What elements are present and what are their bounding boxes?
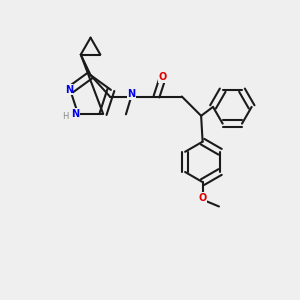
Text: N: N <box>127 89 135 99</box>
Text: N: N <box>71 109 79 119</box>
Text: O: O <box>199 193 207 202</box>
Text: N: N <box>65 85 73 95</box>
Text: O: O <box>159 72 167 82</box>
Text: H: H <box>62 112 69 121</box>
